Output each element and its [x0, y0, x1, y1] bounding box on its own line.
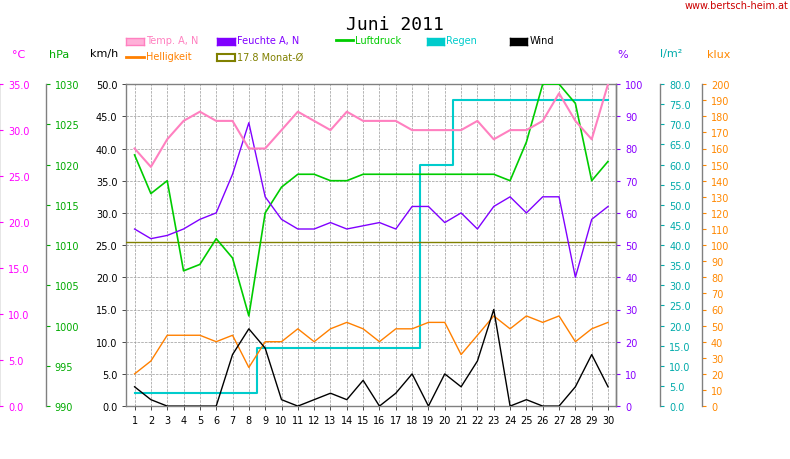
Text: km/h: km/h	[90, 50, 118, 59]
Text: °C: °C	[12, 50, 25, 59]
Text: %: %	[618, 50, 628, 59]
Text: Feuchte A, N: Feuchte A, N	[237, 36, 299, 46]
Text: hPa: hPa	[49, 50, 70, 59]
Text: 17.8 Monat-Ø: 17.8 Monat-Ø	[237, 52, 303, 62]
Text: Helligkeit: Helligkeit	[146, 52, 192, 62]
Text: Luftdruck: Luftdruck	[356, 36, 401, 46]
Text: Temp. A, N: Temp. A, N	[146, 36, 198, 46]
Text: Wind: Wind	[529, 36, 554, 46]
Text: klux: klux	[707, 50, 731, 59]
Text: l/m²: l/m²	[660, 50, 682, 59]
Text: www.bertsch-heim.at: www.bertsch-heim.at	[685, 1, 788, 11]
Text: Juni 2011: Juni 2011	[346, 16, 444, 34]
Text: Regen: Regen	[446, 36, 477, 46]
